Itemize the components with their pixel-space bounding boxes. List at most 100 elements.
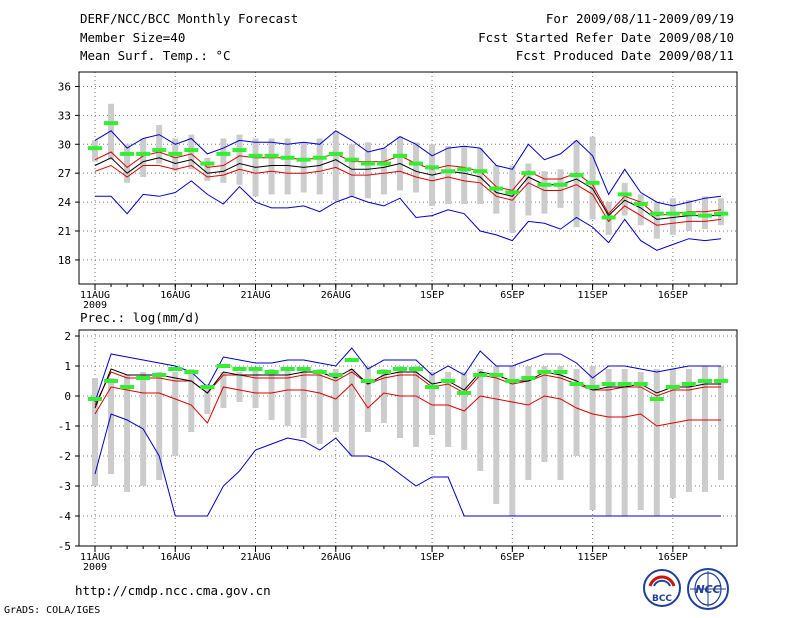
inner-high-line <box>94 151 722 217</box>
ensemble-mean-mark <box>489 186 504 191</box>
x-tick-label: 26AUG <box>321 552 351 563</box>
ensemble-mean-mark <box>168 151 183 156</box>
y-tick-label: 33 <box>58 109 71 122</box>
median-line <box>94 157 721 220</box>
ensemble-mean-mark <box>489 373 504 377</box>
box-range <box>621 369 628 516</box>
x-tick-label: 1SEP <box>420 552 444 563</box>
ensemble-mean-mark <box>152 373 167 377</box>
chart-temperature: 18 21 24 27 30 33 36 11AUG 16AUG 21AUG 26AUG 1SEP 6S… <box>58 71 738 311</box>
box-range <box>204 157 211 181</box>
ensemble-mean-mark <box>136 376 151 380</box>
ensemble-mean-mark <box>601 382 616 386</box>
box-range <box>348 369 355 456</box>
y-tick-label: 24 <box>58 196 72 209</box>
box-range <box>718 366 724 480</box>
box-range <box>140 138 147 178</box>
outer-high-line <box>94 347 721 403</box>
box-range <box>124 144 131 183</box>
ensemble-mean-mark <box>328 373 343 377</box>
y-tick-label: 18 <box>58 254 71 267</box>
box-range <box>653 369 660 516</box>
y-tick-label: 30 <box>58 138 71 151</box>
y-tick-label: -5 <box>58 540 71 553</box>
forecast-produced-date: Fcst Produced Date 2009/08/11 <box>515 48 734 63</box>
box-range <box>589 366 596 510</box>
box-range <box>525 163 532 216</box>
box-range <box>236 134 243 185</box>
outer-low-line <box>95 180 722 251</box>
ensemble-mean-mark <box>697 379 712 383</box>
box-range <box>557 169 564 208</box>
footer-url[interactable]: http://cmdp.ncc.cma.gov.cn <box>75 583 271 598</box>
ensemble-mean-mark <box>457 391 472 395</box>
ensemble-mean-mark <box>88 397 102 401</box>
ensemble-mean-mark <box>184 148 199 153</box>
ensemble-mean-mark <box>104 379 119 383</box>
box-range <box>188 369 195 432</box>
ensemble-mean-mark <box>248 367 263 371</box>
ensemble-mean-mark <box>617 382 632 386</box>
ensemble-mean-mark <box>714 379 728 383</box>
box-range <box>493 366 500 504</box>
ensemble-mean-mark <box>617 192 632 197</box>
ensemble-mean-mark <box>505 379 520 383</box>
ensemble-mean-mark <box>633 202 648 207</box>
year-label: 2009 <box>83 562 107 573</box>
box-range <box>637 372 644 510</box>
box-range <box>525 366 532 480</box>
ensemble-mean-mark <box>553 370 568 374</box>
box-range <box>220 138 227 183</box>
box-range <box>541 366 548 462</box>
ensemble-mean-mark <box>296 157 311 162</box>
svg-text:BCC: BCC <box>652 594 672 604</box>
ensemble-mean-mark <box>665 385 680 389</box>
ensemble-mean-mark <box>697 213 712 218</box>
ensemble-mean-mark <box>232 148 247 153</box>
ensemble-mean-mark <box>441 169 456 174</box>
bcc-logo: BCC <box>643 569 681 607</box>
chart-precipitation: -5 -4 -3 -2 -1 0 1 2 11AUG 16AUG 21AUG 26AUG 1SEP 6SE… <box>58 329 738 573</box>
ensemble-mean-mark <box>473 169 488 174</box>
box-range <box>364 366 371 432</box>
box-range <box>701 366 708 492</box>
y-tick-label: -4 <box>58 510 72 523</box>
ensemble-mean-mark <box>521 376 536 380</box>
ensemble-mean-mark <box>152 148 167 153</box>
ensemble-mean-mark <box>441 379 456 383</box>
box-range <box>380 369 387 423</box>
ensemble-mean-mark <box>425 385 440 389</box>
box-range <box>284 138 291 195</box>
ensemble-mean-mark <box>537 370 552 374</box>
variable-label-prec: Prec.: log(mm/d) <box>80 310 201 325</box>
box-range <box>220 372 227 408</box>
ensemble-mean-mark <box>216 151 231 156</box>
ensemble-mean-mark <box>360 379 375 383</box>
box-range <box>332 369 339 432</box>
box-range <box>332 130 339 201</box>
x-tick-label: 16SEP <box>658 552 688 563</box>
ensemble-mean-mark <box>505 190 520 195</box>
ensemble-mean-mark <box>569 173 584 178</box>
ensemble-mean-mark <box>376 370 391 374</box>
box-range <box>396 366 403 438</box>
ensemble-mean-mark <box>328 151 343 156</box>
svg-text:NCC: NCC <box>695 583 720 596</box>
box-range <box>429 372 436 435</box>
ensemble-mean-mark <box>553 182 568 187</box>
box-range <box>156 125 163 164</box>
box-range <box>541 171 548 214</box>
box-range <box>669 198 676 235</box>
box-range <box>108 103 115 160</box>
ensemble-mean-mark <box>168 367 183 371</box>
ensemble-mean-mark <box>248 153 263 158</box>
box-range <box>637 194 644 226</box>
box-range <box>108 378 115 474</box>
x-tick-label: 16AUG <box>160 290 190 301</box>
ensemble-mean-mark <box>344 358 359 362</box>
forecast-started-date: Fcst Started Refer Date 2009/08/10 <box>478 30 734 45</box>
y-tick-label: 27 <box>58 167 71 180</box>
ensemble-mean-mark <box>473 373 488 377</box>
ensemble-mean-mark <box>200 385 215 389</box>
x-tick-label: 21AUG <box>240 552 270 563</box>
